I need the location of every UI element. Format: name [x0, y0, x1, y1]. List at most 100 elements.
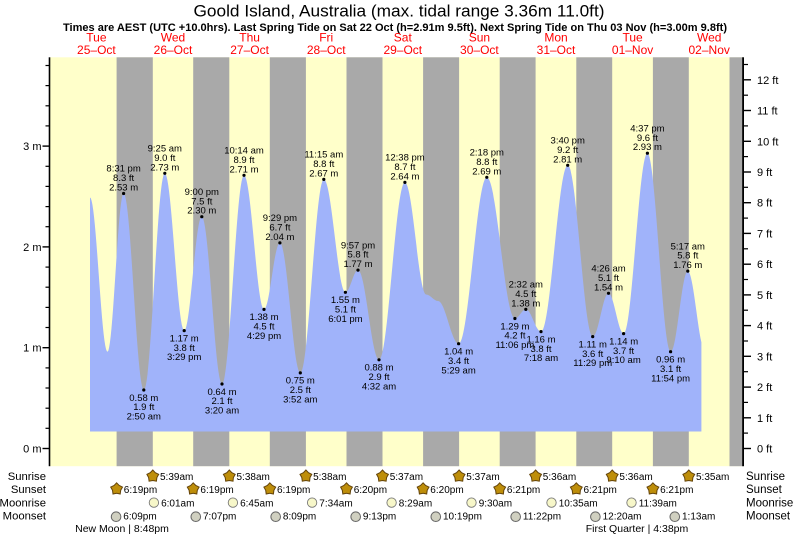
svg-text:9.2 ft: 9.2 ft: [557, 145, 578, 156]
svg-text:3:20 am: 3:20 am: [205, 406, 239, 417]
svg-text:6:19pm: 6:19pm: [200, 485, 233, 496]
svg-text:1.11 m: 1.11 m: [579, 339, 607, 350]
svg-text:5.1 ft: 5.1 ft: [598, 273, 619, 284]
svg-text:5.8 ft: 5.8 ft: [347, 250, 368, 261]
svg-text:4 ft: 4 ft: [757, 321, 772, 333]
svg-text:11:06 pm: 11:06 pm: [495, 340, 534, 351]
svg-text:6:01am: 6:01am: [161, 498, 194, 509]
svg-text:Sat: Sat: [394, 30, 413, 44]
svg-text:11:39am: 11:39am: [639, 498, 677, 509]
svg-text:8 ft: 8 ft: [757, 198, 772, 210]
svg-text:10 ft: 10 ft: [757, 136, 778, 148]
svg-text:New Moon | 8:48pm: New Moon | 8:48pm: [75, 523, 169, 535]
svg-text:Tue: Tue: [86, 30, 107, 44]
svg-text:6:19pm: 6:19pm: [277, 485, 310, 496]
svg-text:Wed: Wed: [161, 30, 185, 44]
svg-text:5:36am: 5:36am: [543, 472, 576, 483]
svg-text:Tue: Tue: [622, 30, 643, 44]
svg-text:2.81 m: 2.81 m: [553, 154, 582, 165]
svg-text:9:10 am: 9:10 am: [606, 355, 640, 366]
svg-text:12:38 pm: 12:38 pm: [385, 153, 425, 164]
svg-text:7:34am: 7:34am: [319, 498, 352, 509]
svg-text:0 m: 0 m: [23, 444, 41, 456]
svg-text:8.8 ft: 8.8 ft: [476, 157, 497, 168]
svg-text:1.77 m: 1.77 m: [343, 259, 372, 270]
svg-text:Wed: Wed: [697, 30, 721, 44]
svg-text:5:36am: 5:36am: [619, 472, 652, 483]
svg-text:2:50 am: 2:50 am: [127, 412, 161, 423]
svg-text:4:26 am: 4:26 am: [591, 264, 625, 275]
svg-text:6:09pm: 6:09pm: [123, 512, 156, 523]
svg-text:6.7 ft: 6.7 ft: [269, 223, 290, 234]
svg-text:5 ft: 5 ft: [757, 290, 772, 302]
svg-text:9.6 ft: 9.6 ft: [637, 133, 658, 144]
svg-text:Fri: Fri: [319, 30, 333, 44]
svg-text:1.14 m: 1.14 m: [609, 336, 638, 347]
svg-text:7.5 ft: 7.5 ft: [191, 196, 212, 207]
svg-text:5:38am: 5:38am: [237, 472, 270, 483]
svg-text:7:07pm: 7:07pm: [203, 512, 236, 523]
svg-text:1.17 m: 1.17 m: [170, 333, 199, 344]
svg-text:4:37 pm: 4:37 pm: [630, 123, 664, 134]
svg-text:Mon: Mon: [544, 30, 567, 44]
svg-text:7:18 am: 7:18 am: [524, 353, 558, 364]
svg-text:Moonrise: Moonrise: [746, 497, 793, 509]
svg-text:01–Nov: 01–Nov: [612, 43, 653, 57]
svg-text:0.64 m: 0.64 m: [207, 387, 236, 398]
svg-text:Moonrise: Moonrise: [0, 497, 46, 509]
svg-text:8.3 ft: 8.3 ft: [113, 173, 134, 184]
svg-text:31–Oct: 31–Oct: [537, 43, 576, 57]
svg-text:9 ft: 9 ft: [757, 167, 772, 179]
svg-text:6:20pm: 6:20pm: [354, 485, 387, 496]
svg-text:5:37am: 5:37am: [390, 472, 423, 483]
svg-text:0 ft: 0 ft: [757, 444, 772, 456]
svg-text:Sun: Sun: [469, 30, 490, 44]
svg-text:29–Oct: 29–Oct: [383, 43, 422, 57]
svg-text:1.38 m: 1.38 m: [511, 298, 540, 309]
svg-text:2 m: 2 m: [23, 242, 41, 254]
svg-text:Sunset: Sunset: [11, 484, 47, 496]
svg-text:5:39am: 5:39am: [160, 472, 193, 483]
svg-text:1.54 m: 1.54 m: [594, 282, 623, 293]
svg-text:6:20pm: 6:20pm: [430, 485, 463, 496]
svg-text:8.9 ft: 8.9 ft: [233, 155, 254, 166]
svg-text:2.64 m: 2.64 m: [390, 171, 419, 182]
svg-text:10:35am: 10:35am: [559, 498, 598, 509]
svg-text:5:29 am: 5:29 am: [441, 365, 475, 376]
svg-text:11:15 am: 11:15 am: [304, 150, 343, 161]
svg-text:3:52 am: 3:52 am: [283, 395, 317, 406]
svg-text:30–Oct: 30–Oct: [460, 43, 499, 57]
svg-text:1.38 m: 1.38 m: [249, 312, 278, 323]
svg-text:2.53 m: 2.53 m: [109, 183, 138, 194]
svg-text:Moonset: Moonset: [746, 511, 791, 523]
svg-text:8:31 pm: 8:31 pm: [106, 164, 140, 175]
svg-text:2.04 m: 2.04 m: [265, 232, 294, 243]
svg-text:5:17 am: 5:17 am: [671, 241, 705, 252]
svg-text:11:22pm: 11:22pm: [523, 512, 561, 523]
svg-text:2:18 pm: 2:18 pm: [470, 148, 504, 159]
svg-text:9:29 pm: 9:29 pm: [263, 213, 297, 224]
svg-text:Sunrise: Sunrise: [8, 471, 46, 483]
svg-text:4.5 ft: 4.5 ft: [515, 289, 536, 300]
svg-text:3.4 ft: 3.4 ft: [448, 356, 469, 367]
svg-text:11:54 pm: 11:54 pm: [651, 373, 690, 384]
svg-text:3.8 ft: 3.8 ft: [174, 343, 195, 354]
svg-text:3.7 ft: 3.7 ft: [613, 346, 634, 357]
svg-text:5.1 ft: 5.1 ft: [335, 305, 356, 316]
svg-text:02–Nov: 02–Nov: [689, 43, 730, 57]
svg-text:Sunrise: Sunrise: [746, 471, 785, 483]
svg-text:27–Oct: 27–Oct: [230, 43, 269, 57]
svg-text:5:35am: 5:35am: [696, 472, 729, 483]
svg-text:1.9 ft: 1.9 ft: [133, 402, 154, 413]
svg-text:1 m: 1 m: [23, 343, 41, 355]
svg-text:5.8 ft: 5.8 ft: [677, 251, 698, 262]
svg-text:1.29 m: 1.29 m: [500, 321, 529, 332]
svg-text:28–Oct: 28–Oct: [307, 43, 346, 57]
svg-text:3:29 pm: 3:29 pm: [167, 352, 201, 363]
svg-text:11 ft: 11 ft: [757, 106, 778, 118]
svg-text:First Quarter | 4:38pm: First Quarter | 4:38pm: [586, 523, 689, 535]
svg-text:2.93 m: 2.93 m: [633, 142, 662, 153]
svg-text:Times are AEST (UTC +10.0hrs).: Times are AEST (UTC +10.0hrs). Last Spri…: [63, 22, 727, 34]
svg-text:8.7 ft: 8.7 ft: [394, 162, 415, 173]
svg-text:2 ft: 2 ft: [757, 382, 772, 394]
